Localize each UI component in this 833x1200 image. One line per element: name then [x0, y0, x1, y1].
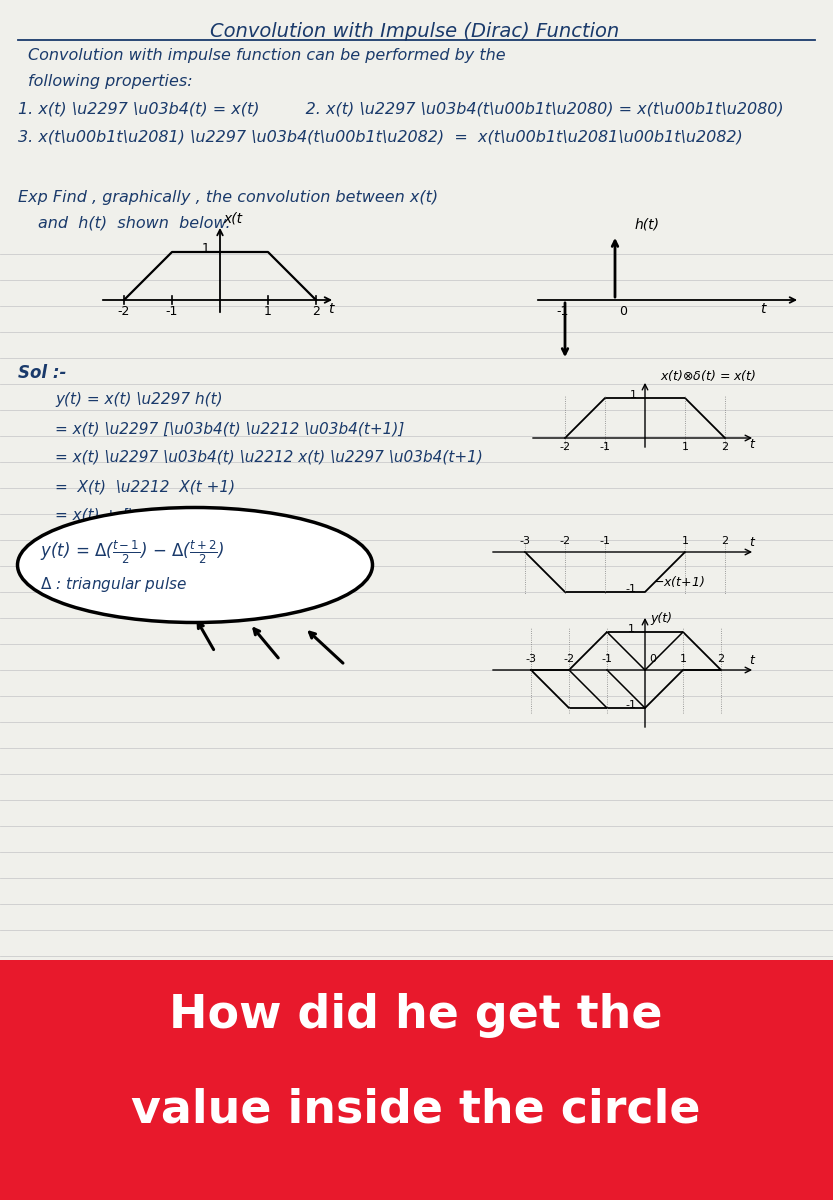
Text: following properties:: following properties: — [28, 74, 192, 89]
Text: -2: -2 — [117, 305, 130, 318]
Ellipse shape — [17, 508, 372, 623]
Text: 2: 2 — [721, 442, 729, 452]
Text: -1: -1 — [626, 700, 636, 710]
Text: =  X(t)  \u2212  X(t +1): = X(t) \u2212 X(t +1) — [55, 479, 235, 494]
Text: Sol :-: Sol :- — [18, 364, 67, 382]
Text: -2: -2 — [560, 442, 571, 452]
Text: = x(t) + [\u2212x(t+1)]: = x(t) + [\u2212x(t+1)] — [55, 508, 237, 523]
Text: y(t) = $\Delta$($\frac{t-1}{2}$) $-$ $\Delta$($\frac{t+2}{2}$): y(t) = $\Delta$($\frac{t-1}{2}$) $-$ $\D… — [40, 539, 224, 565]
Text: $-$x(t+1): $-$x(t+1) — [653, 574, 705, 589]
Text: 2: 2 — [312, 305, 320, 318]
Text: t: t — [749, 438, 754, 451]
Text: -2: -2 — [563, 654, 575, 664]
Text: -1: -1 — [600, 442, 611, 452]
Text: h(t): h(t) — [635, 217, 660, 230]
Text: -1: -1 — [556, 305, 569, 318]
Text: -3: -3 — [520, 536, 531, 546]
Text: t: t — [749, 536, 754, 550]
Text: = x(t) \u2297 \u03b4(t) \u2212 x(t) \u2297 \u03b4(t+1): = x(t) \u2297 \u03b4(t) \u2212 x(t) \u22… — [55, 450, 483, 464]
Text: 1: 1 — [681, 536, 689, 546]
Text: -1: -1 — [626, 584, 636, 594]
Text: 2: 2 — [717, 654, 725, 664]
Text: t: t — [328, 302, 333, 316]
Text: -2: -2 — [560, 536, 571, 546]
Text: $\Delta$ : triangular pulse: $\Delta$ : triangular pulse — [40, 576, 187, 594]
Text: How did he get the: How did he get the — [169, 992, 663, 1038]
Text: 1: 1 — [202, 242, 210, 254]
Text: -1: -1 — [601, 654, 612, 664]
Text: = x(t) \u2297 [\u03b4(t) \u2212 \u03b4(t+1)]: = x(t) \u2297 [\u03b4(t) \u2212 \u03b4(t… — [55, 421, 404, 436]
Text: 1: 1 — [627, 624, 635, 634]
Text: value inside the circle: value inside the circle — [132, 1087, 701, 1133]
Text: and  h(t)  shown  below.: and h(t) shown below. — [38, 216, 231, 230]
Text: t: t — [749, 654, 754, 667]
Text: 0: 0 — [649, 654, 656, 664]
Text: x(t: x(t — [223, 211, 242, 226]
Text: y(t): y(t) — [650, 612, 672, 625]
Text: -3: -3 — [526, 654, 536, 664]
Text: 0: 0 — [619, 305, 627, 318]
Text: 1: 1 — [681, 442, 689, 452]
Text: 1: 1 — [630, 390, 636, 400]
Text: y(t) = x(t) \u2297 h(t): y(t) = x(t) \u2297 h(t) — [55, 392, 222, 407]
Text: Convolution with impulse function can be performed by the: Convolution with impulse function can be… — [28, 48, 506, 62]
Text: 1: 1 — [680, 654, 686, 664]
Text: 1. x(t) \u2297 \u03b4(t) = x(t)         2. x(t) \u2297 \u03b4(t\u00b1t\u2080) = : 1. x(t) \u2297 \u03b4(t) = x(t) 2. x(t) … — [18, 102, 784, 116]
Text: t: t — [760, 302, 766, 316]
Text: Convolution with Impulse (Dirac) Function: Convolution with Impulse (Dirac) Functio… — [211, 22, 620, 41]
Text: 1: 1 — [264, 305, 272, 318]
Text: -1: -1 — [600, 536, 611, 546]
Text: -1: -1 — [166, 305, 178, 318]
Text: Exp Find , graphically , the convolution between x(t): Exp Find , graphically , the convolution… — [18, 190, 438, 205]
Text: x(t)$\otimes\delta$(t) = x(t): x(t)$\otimes\delta$(t) = x(t) — [660, 368, 756, 383]
Bar — [0, 960, 833, 1200]
Text: 2: 2 — [721, 536, 729, 546]
Text: 3. x(t\u00b1t\u2081) \u2297 \u03b4(t\u00b1t\u2082)  =  x(t\u00b1t\u2081\u00b1t\u: 3. x(t\u00b1t\u2081) \u2297 \u03b4(t\u00… — [18, 130, 743, 145]
